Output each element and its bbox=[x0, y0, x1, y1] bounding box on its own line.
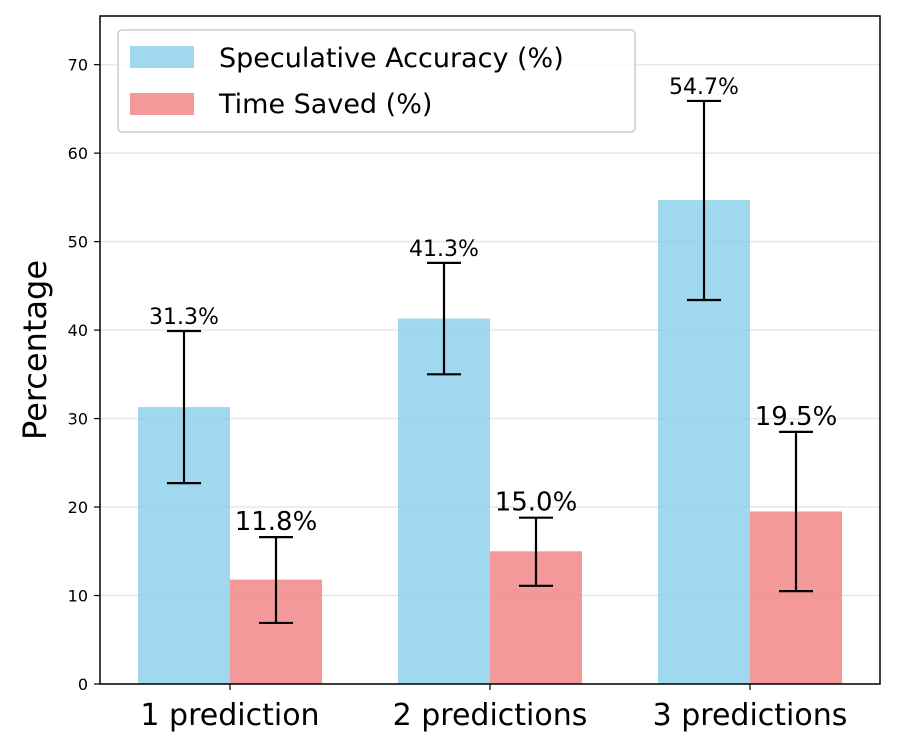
legend: Speculative Accuracy (%) Time Saved (%) bbox=[117, 29, 636, 133]
value-label-time-saved-3: 19.5% bbox=[755, 402, 838, 432]
value-label-speculative-accuracy-3: 54.7% bbox=[669, 75, 739, 100]
y-tick-label-50: 50 bbox=[68, 233, 88, 252]
bar-speculative-accuracy-2 bbox=[398, 318, 490, 684]
y-tick-label-0: 0 bbox=[78, 675, 88, 694]
x-tick-label-1-prediction: 1 prediction bbox=[140, 698, 319, 733]
y-tick-label-20: 20 bbox=[68, 498, 88, 517]
value-label-speculative-accuracy-1: 31.3% bbox=[149, 305, 219, 330]
x-tick-label-2-predictions: 2 predictions bbox=[393, 698, 588, 733]
y-tick-label-40: 40 bbox=[68, 321, 88, 340]
x-tick-label-3-predictions: 3 predictions bbox=[653, 698, 848, 733]
legend-swatch-time-saved bbox=[130, 93, 194, 115]
error-bars bbox=[167, 99, 813, 625]
legend-label-speculative-accuracy: Speculative Accuracy (%) bbox=[219, 43, 564, 74]
value-labels: 31.3% 41.3% 54.7% 11.8% 15.0% 19.5% bbox=[149, 75, 837, 537]
y-tick-label-60: 60 bbox=[68, 144, 88, 163]
legend-frame bbox=[117, 29, 636, 133]
y-tick-label-30: 30 bbox=[68, 410, 88, 429]
value-label-time-saved-1: 11.8% bbox=[235, 507, 318, 537]
x-axis-ticks: 1 prediction 2 predictions 3 predictions bbox=[140, 684, 847, 733]
value-label-speculative-accuracy-2: 41.3% bbox=[409, 237, 479, 262]
bars bbox=[138, 200, 842, 684]
y-axis-label: Percentage bbox=[16, 260, 54, 440]
y-axis-ticks: 0 10 20 30 40 50 60 70 bbox=[68, 56, 100, 694]
y-tick-label-70: 70 bbox=[68, 56, 88, 75]
y-tick-label-10: 10 bbox=[68, 587, 88, 606]
legend-swatch-speculative-accuracy bbox=[130, 46, 194, 68]
legend-label-time-saved: Time Saved (%) bbox=[218, 89, 432, 120]
value-label-time-saved-2: 15.0% bbox=[495, 488, 578, 518]
